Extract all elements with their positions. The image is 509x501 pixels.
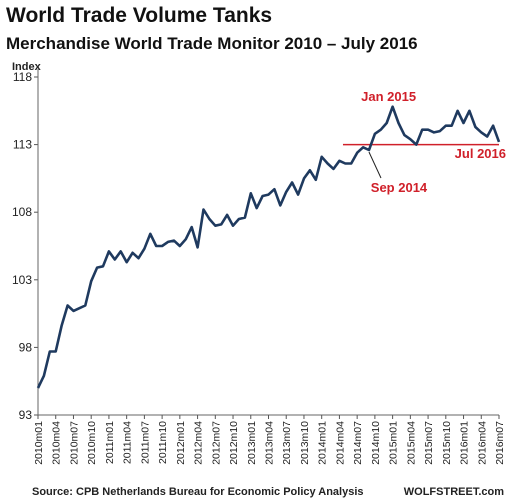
x-tick-label: 2011m01: [104, 421, 116, 464]
annotation-label: Jul 2016: [455, 146, 506, 161]
annotation-label: Jan 2015: [361, 89, 416, 104]
x-tick-label: 2010m07: [68, 421, 80, 465]
y-tick-label: 98: [19, 340, 33, 354]
y-tick-label: 93: [19, 408, 33, 422]
x-tick-label: 2011m10: [157, 421, 169, 464]
x-tick-label: 2014m01: [317, 421, 329, 465]
x-tick-label: 2012m01: [175, 421, 187, 465]
x-tick-label: 2011m04: [122, 421, 134, 464]
chart-title: World Trade Volume Tanks: [6, 4, 273, 27]
x-tick-label: 2015m10: [441, 421, 453, 465]
x-tick-label: 2016m04: [476, 421, 488, 465]
x-tick-label: 2013m01: [246, 421, 258, 465]
x-tick-label: 2011m07: [139, 421, 151, 464]
x-tick-label: 2015m04: [405, 421, 417, 465]
y-tick-label: 103: [12, 273, 32, 287]
y-tick-label: 113: [13, 138, 32, 152]
x-tick-label: 2012m10: [228, 421, 240, 465]
x-tick-label: 2012m04: [193, 421, 205, 465]
annotation-label: Sep 2014: [371, 180, 428, 195]
x-tick-label: 2013m10: [299, 421, 311, 465]
y-tick-label: 118: [13, 70, 32, 84]
x-tick-label: 2010m01: [33, 421, 45, 465]
x-tick-label: 2012m07: [210, 421, 222, 465]
y-axis-title: Index: [12, 61, 42, 73]
chart-subtitle: Merchandise World Trade Monitor 2010 – J…: [6, 34, 418, 53]
x-tick-label: 2014m07: [352, 421, 364, 465]
source-note: Source: CPB Netherlands Bureau for Econo…: [32, 486, 364, 498]
x-tick-label: 2010m10: [86, 421, 98, 465]
x-tick-label: 2015m07: [423, 421, 435, 465]
annotation-leader: [368, 151, 382, 179]
y-tick-label: 108: [12, 205, 32, 219]
x-tick-label: 2014m10: [370, 421, 382, 465]
x-tick-label: 2010m04: [51, 421, 63, 465]
x-tick-label: 2016m01: [459, 421, 471, 465]
x-tick-label: 2015m01: [388, 421, 400, 465]
x-tick-label: 2013m07: [281, 421, 293, 465]
brand-label: WOLFSTREET.com: [404, 486, 504, 498]
x-tick-label: 2013m04: [264, 421, 276, 465]
series-line: [36, 105, 501, 389]
x-tick-label: 2014m04: [334, 421, 346, 465]
x-tick-label: 2016m07: [494, 421, 506, 465]
